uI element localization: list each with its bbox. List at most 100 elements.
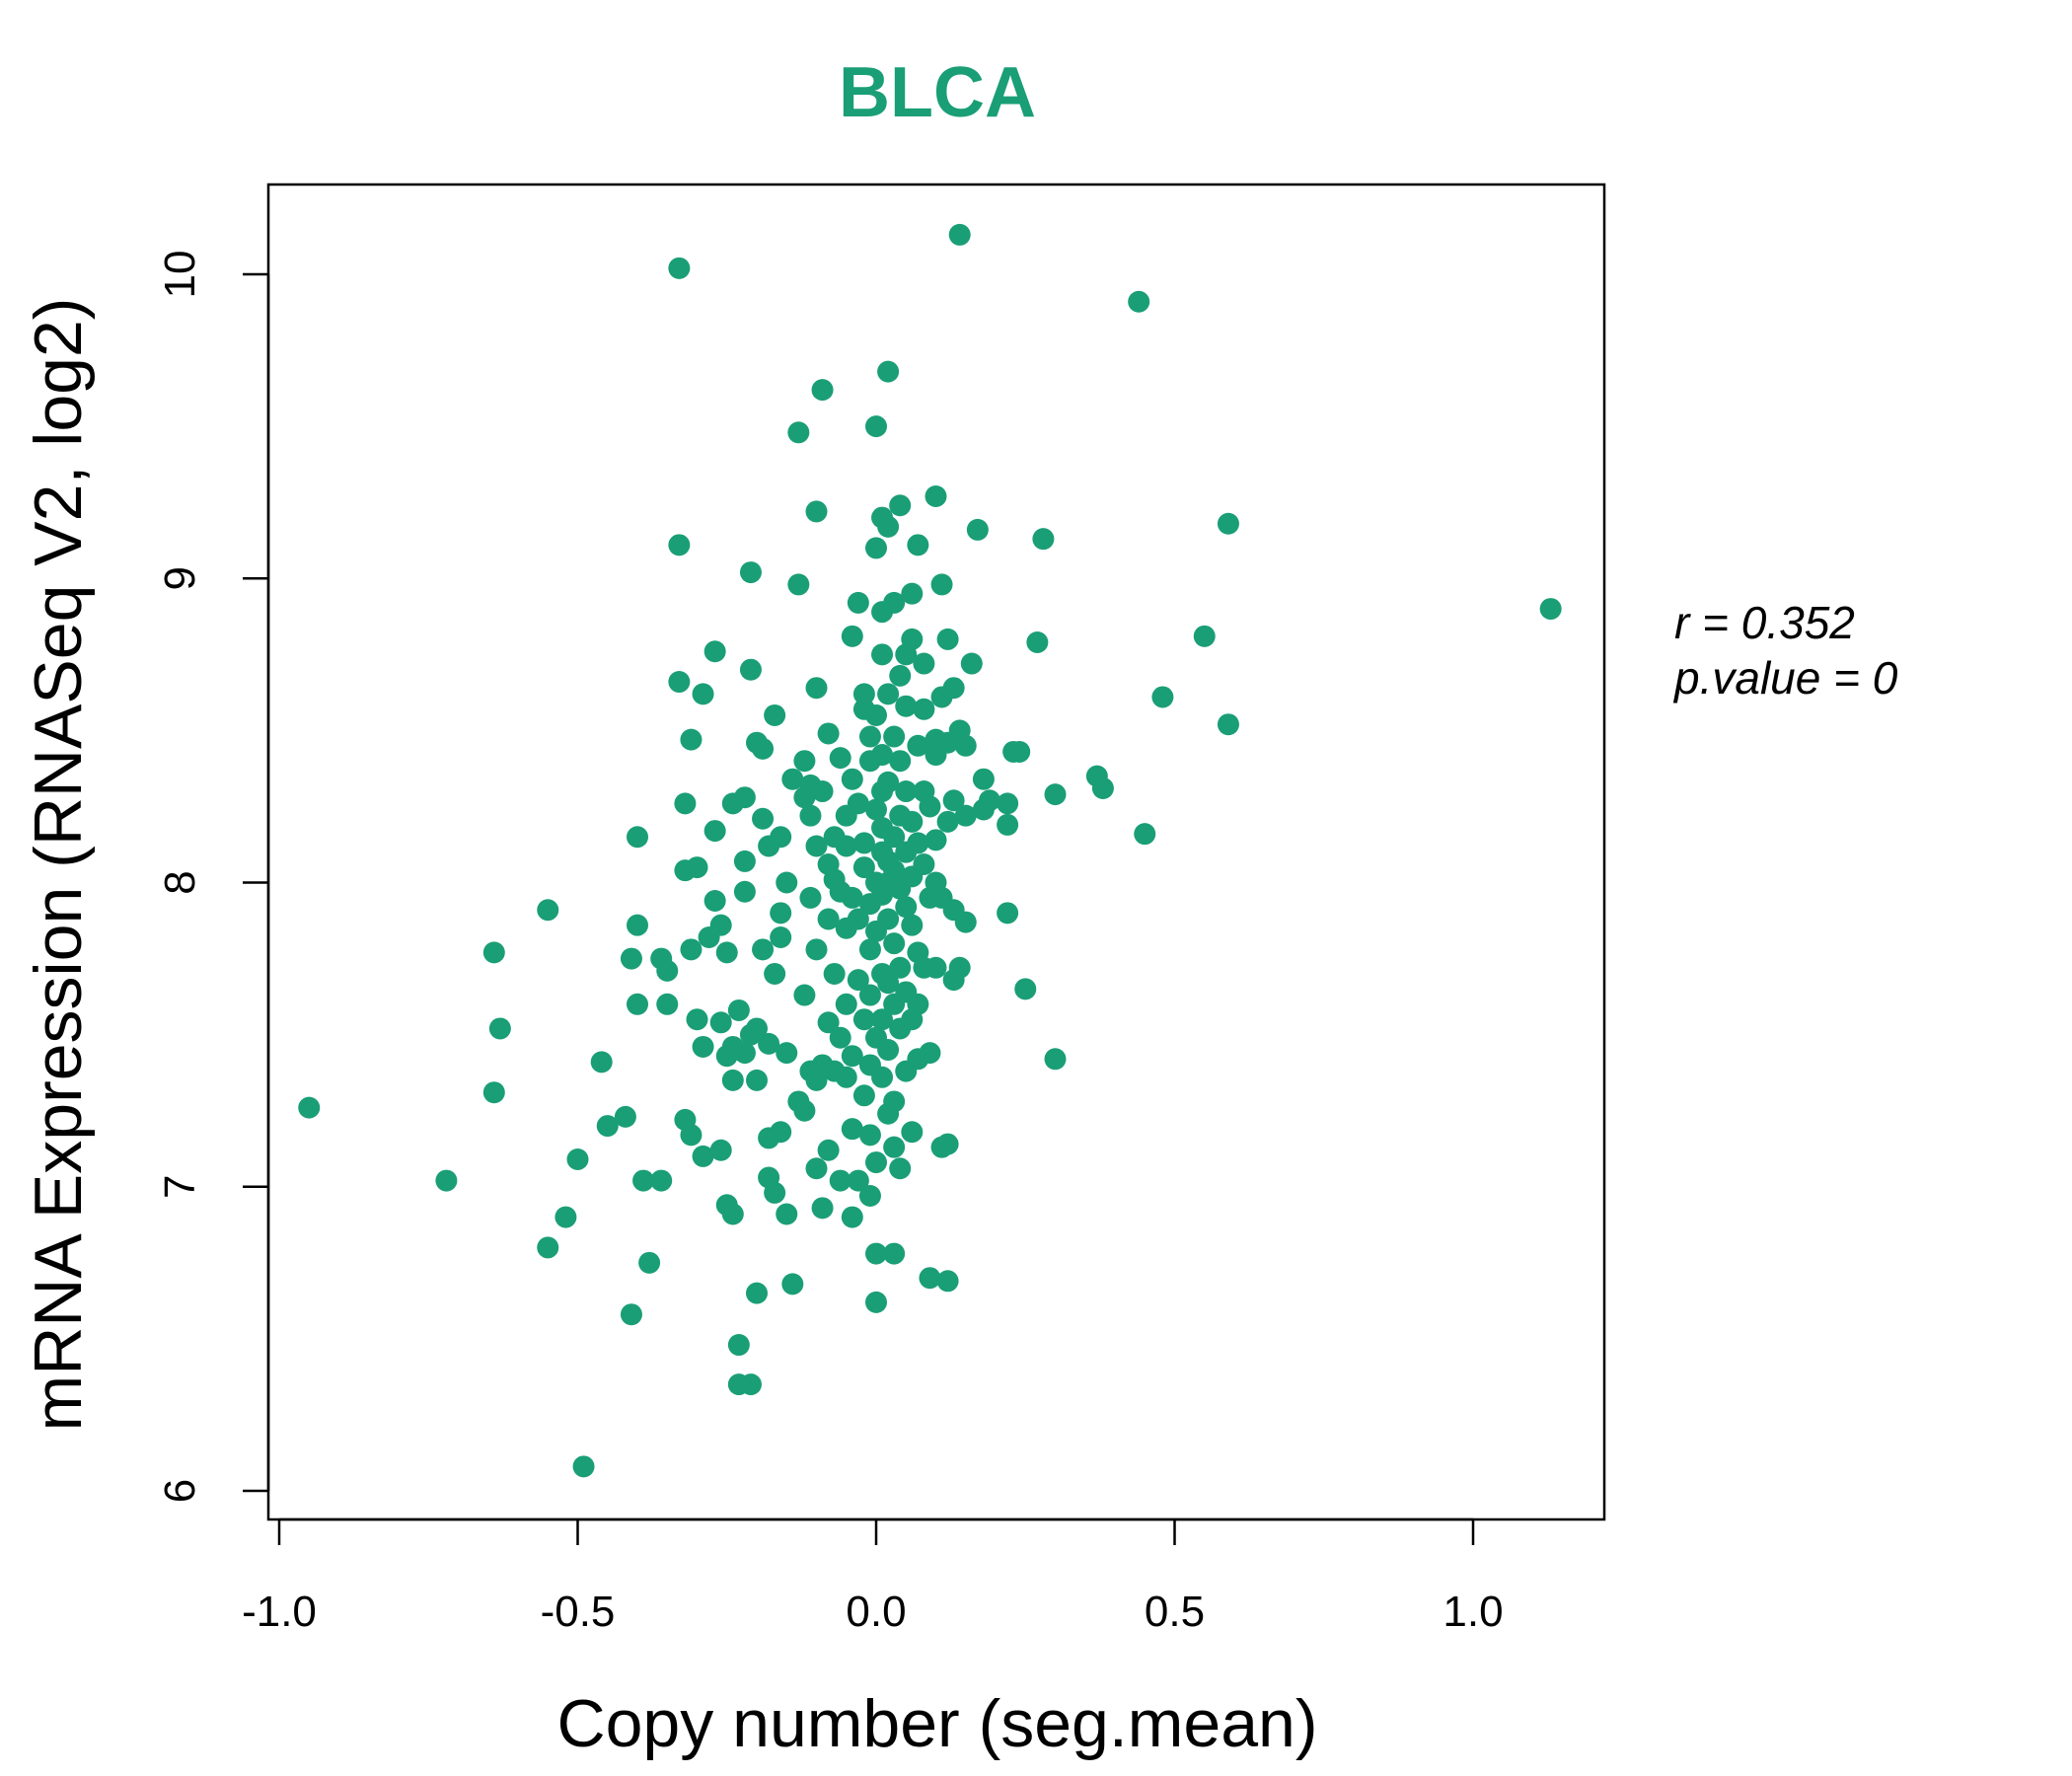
data-point xyxy=(746,1069,768,1091)
data-point xyxy=(555,1206,577,1228)
data-point xyxy=(1134,823,1156,846)
data-point xyxy=(925,485,947,508)
data-point xyxy=(930,573,953,596)
data-point xyxy=(721,1203,744,1225)
data-point xyxy=(852,1008,875,1031)
data-point xyxy=(889,956,912,979)
data-point xyxy=(590,1051,613,1073)
data-point xyxy=(1014,978,1037,1000)
x-tick-label: 1.0 xyxy=(1443,1588,1503,1636)
data-point xyxy=(537,899,559,922)
data-point xyxy=(627,826,648,849)
data-point xyxy=(715,941,738,964)
data-point xyxy=(871,1008,894,1031)
y-tick-label: 7 xyxy=(156,1175,204,1199)
data-point xyxy=(919,795,941,818)
data-point xyxy=(739,561,762,584)
data-point xyxy=(871,1066,894,1088)
data-point xyxy=(901,628,924,650)
data-point xyxy=(960,652,983,675)
y-tick-label: 8 xyxy=(156,870,204,894)
data-point xyxy=(852,1084,875,1107)
chart-title: BLCA xyxy=(839,53,1036,132)
data-point xyxy=(770,902,792,925)
data-point xyxy=(733,1042,756,1065)
data-point xyxy=(1539,598,1562,621)
data-point xyxy=(1008,740,1031,763)
data-point xyxy=(627,914,648,936)
data-point xyxy=(883,1242,906,1265)
data-point xyxy=(727,1334,750,1357)
data-point xyxy=(871,744,894,767)
data-point xyxy=(764,1181,786,1204)
data-point xyxy=(770,826,792,849)
data-point xyxy=(817,722,840,745)
data-point xyxy=(871,643,894,666)
x-tick-label: -1.0 xyxy=(242,1588,317,1636)
data-point xyxy=(907,993,929,1015)
data-point xyxy=(1044,783,1067,806)
data-point xyxy=(847,908,869,930)
data-point xyxy=(841,768,863,790)
data-point xyxy=(997,792,1019,815)
data-point xyxy=(811,780,834,803)
data-point xyxy=(674,792,697,815)
data-point xyxy=(883,1090,906,1113)
data-point xyxy=(913,698,935,720)
data-point xyxy=(997,902,1019,925)
x-tick-label: 0.5 xyxy=(1145,1588,1205,1636)
data-point xyxy=(841,886,863,909)
data-point xyxy=(852,856,875,879)
data-point xyxy=(799,886,822,909)
data-point xyxy=(841,1206,863,1228)
data-point xyxy=(907,832,929,854)
data-point xyxy=(858,938,881,961)
data-point xyxy=(650,1169,673,1192)
data-point xyxy=(817,1011,840,1034)
data-point xyxy=(948,223,971,246)
data-point xyxy=(865,537,887,559)
data-point xyxy=(793,1099,816,1122)
data-point xyxy=(823,962,846,985)
data-point xyxy=(537,1236,559,1259)
data-point xyxy=(883,826,906,849)
data-point xyxy=(895,695,918,717)
x-axis: -1.0 -0.5 0.0 0.5 1.0 xyxy=(242,1517,1504,1636)
data-point xyxy=(907,734,929,757)
data-point xyxy=(925,829,947,851)
data-point xyxy=(954,911,977,933)
y-axis: 6 7 8 9 10 xyxy=(156,251,270,1503)
data-point xyxy=(733,786,756,809)
data-point xyxy=(829,1169,851,1192)
data-point xyxy=(966,518,989,541)
data-point xyxy=(865,1242,887,1265)
data-point xyxy=(298,1096,321,1119)
data-point xyxy=(632,1169,655,1192)
data-point xyxy=(936,1270,959,1293)
data-point xyxy=(739,658,762,681)
data-point xyxy=(913,853,935,876)
data-point xyxy=(686,856,708,879)
data-point xyxy=(877,683,900,705)
data-point xyxy=(721,1069,744,1091)
data-point xyxy=(668,671,691,694)
data-point xyxy=(883,1136,906,1158)
data-point xyxy=(847,792,869,815)
data-point xyxy=(709,914,732,936)
data-point xyxy=(596,1115,619,1138)
data-point xyxy=(901,1121,924,1144)
data-point xyxy=(746,1017,768,1040)
data-point xyxy=(566,1148,589,1171)
data-point xyxy=(841,1118,863,1141)
data-point xyxy=(895,896,918,919)
data-point xyxy=(858,1184,881,1207)
data-point xyxy=(847,969,869,992)
data-point xyxy=(733,880,756,903)
data-point xyxy=(620,1303,642,1326)
data-point xyxy=(482,941,505,964)
data-point xyxy=(680,938,703,961)
data-point xyxy=(1091,777,1114,799)
data-point xyxy=(776,871,798,894)
y-tick-label: 9 xyxy=(156,566,204,590)
